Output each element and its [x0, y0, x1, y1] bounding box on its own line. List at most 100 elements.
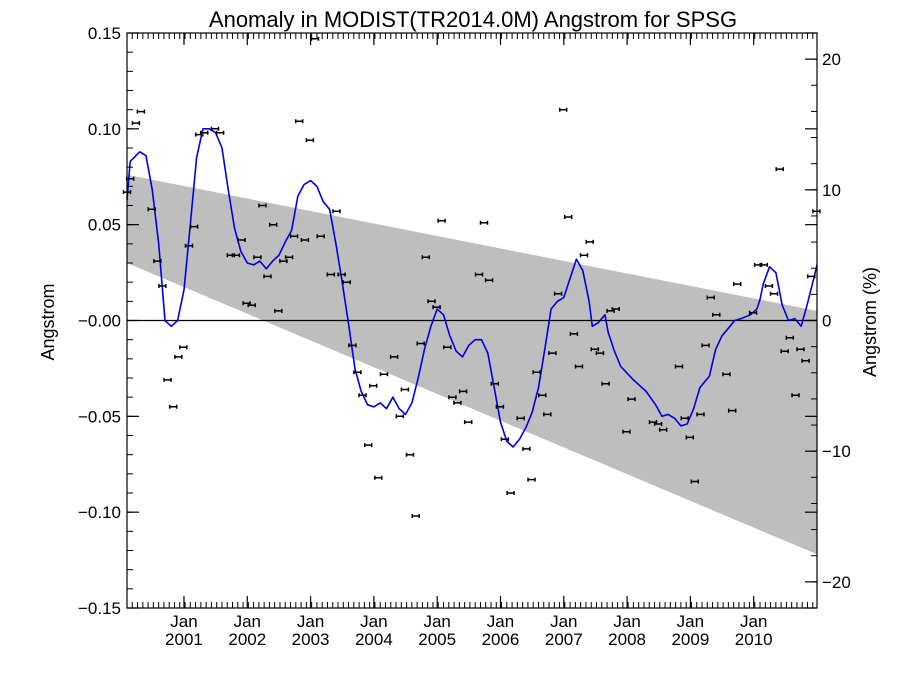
x-tick-month-label: Jan [677, 612, 704, 631]
data-point [268, 222, 278, 227]
data-point [627, 397, 636, 402]
chart-title: Anomaly in MODIST(TR2014.0M) Angstrom fo… [209, 7, 737, 32]
x-tick-year-label: 2006 [482, 630, 520, 649]
y2-axis-title: Angstrom (%) [860, 267, 880, 377]
data-point [801, 358, 810, 363]
data-point [453, 400, 462, 405]
x-tick-month-label: Jan [423, 612, 450, 631]
data-point [368, 383, 378, 388]
data-point [532, 370, 541, 375]
data-point [696, 412, 705, 417]
data-point [395, 414, 405, 419]
data-point [210, 126, 220, 131]
x-tick-year-label: 2010 [735, 630, 773, 649]
data-point [199, 130, 209, 135]
x-tick-year-label: 2002 [228, 630, 266, 649]
x-tick-year-label: 2005 [418, 630, 456, 649]
data-point [258, 203, 267, 208]
y-tick-label: −0.05 [78, 407, 121, 426]
data-point [796, 347, 805, 352]
x-tick-month-label: Jan [740, 612, 767, 631]
data-point [595, 351, 605, 356]
data-point [538, 393, 547, 398]
data-point [158, 284, 167, 288]
data-point [558, 107, 568, 112]
data-point [548, 351, 557, 356]
data-point [405, 452, 415, 457]
data-point [622, 429, 631, 434]
data-point [153, 259, 162, 264]
y-tick-label: −0.00 [78, 312, 121, 331]
data-point [701, 343, 710, 348]
x-tick-year-label: 2008 [608, 630, 646, 649]
data-point [775, 167, 784, 172]
y2-tick-label: −20 [822, 573, 851, 592]
x-tick-month-label: Jan [170, 612, 197, 631]
data-point [516, 416, 525, 421]
data-point [764, 284, 774, 288]
data-point [601, 381, 610, 386]
data-point [353, 370, 362, 375]
x-tick-year-label: 2001 [165, 630, 203, 649]
data-point [300, 238, 310, 242]
x-tick-month-label: Jan [613, 612, 640, 631]
x-tick-month-label: Jan [487, 612, 514, 631]
data-point [305, 138, 315, 143]
y-tick-label: 0.05 [88, 216, 121, 235]
data-point [253, 255, 262, 260]
data-point [463, 420, 473, 425]
y2-tick-label: 0 [822, 312, 831, 331]
y2-tick-label: 20 [822, 50, 841, 69]
data-point [279, 259, 288, 264]
data-point [791, 393, 800, 398]
data-point [337, 272, 346, 277]
data-point [437, 218, 446, 223]
data-point [579, 253, 589, 258]
data-point [785, 335, 795, 340]
data-point [400, 387, 410, 392]
data-point [389, 354, 399, 359]
data-point [179, 345, 188, 350]
y-tick-label: −0.10 [78, 503, 121, 522]
data-point [184, 243, 194, 248]
x-tick-year-label: 2003 [292, 630, 330, 649]
data-point [163, 377, 172, 382]
data-point [569, 331, 579, 336]
data-point [348, 343, 357, 348]
y2-tick-label: −10 [822, 442, 851, 461]
data-point [215, 130, 225, 135]
data-point [490, 381, 500, 386]
data-point [174, 354, 183, 359]
data-point [458, 389, 468, 394]
data-point [479, 220, 489, 225]
x-tick-year-label: 2007 [545, 630, 583, 649]
x-tick-month-label: Jan [234, 612, 261, 631]
x-tick-month-label: Jan [550, 612, 577, 631]
data-point [495, 404, 505, 409]
data-point [443, 345, 452, 350]
y-tick-label: 0.15 [88, 24, 121, 43]
data-point [237, 238, 246, 242]
data-point [363, 443, 373, 448]
data-point [500, 437, 510, 442]
data-point [374, 475, 383, 480]
data-point [421, 255, 431, 260]
data-point [685, 435, 695, 440]
data-point [147, 207, 156, 212]
data-point [358, 393, 367, 398]
data-point [284, 255, 294, 260]
data-point [168, 404, 178, 409]
data-point [769, 291, 779, 296]
data-point [748, 310, 758, 315]
data-point [427, 299, 436, 304]
smoothed-series-line [126, 128, 818, 448]
data-point [732, 282, 742, 287]
data-point [432, 305, 441, 310]
data-point [274, 308, 283, 313]
data-point [712, 312, 721, 317]
data-point [474, 272, 484, 277]
data-point [448, 395, 457, 400]
data-point [310, 36, 320, 41]
data-point [585, 239, 594, 244]
